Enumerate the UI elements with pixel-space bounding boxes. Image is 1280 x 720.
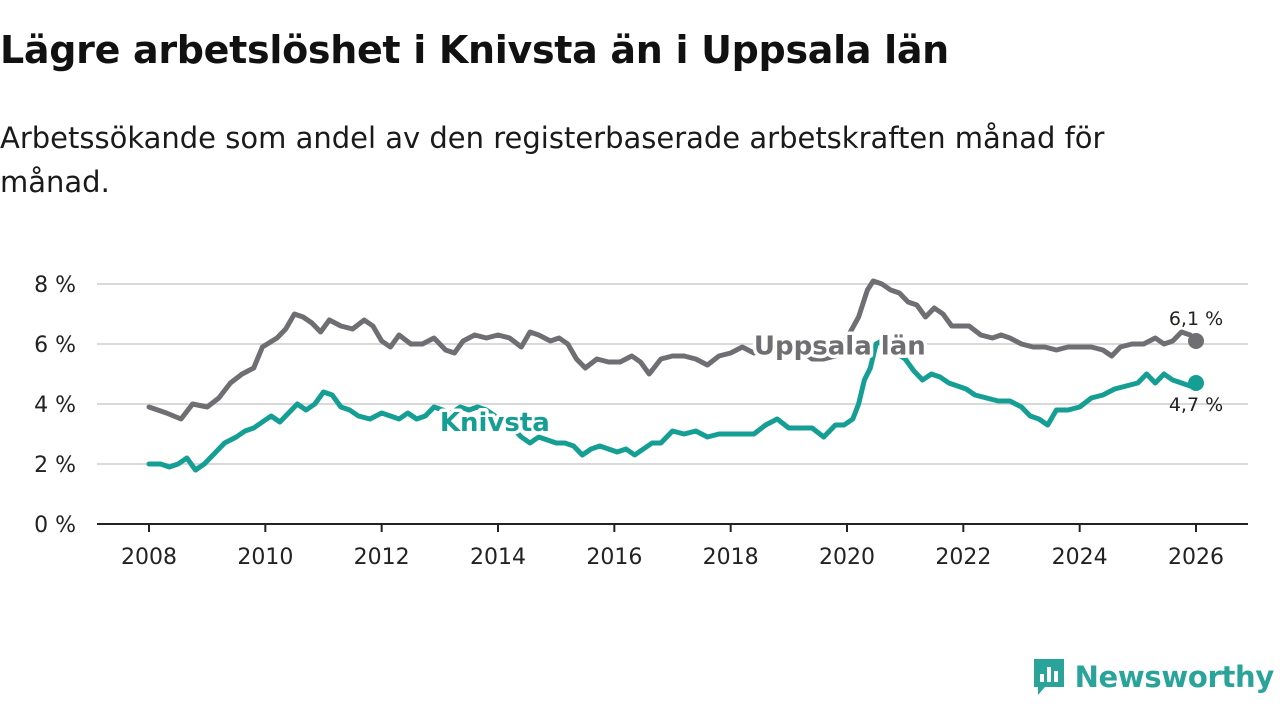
series-labels: 6,1 % 4,7 % Uppsala län Knivsta <box>436 308 1223 442</box>
chart-bubble-icon <box>1033 659 1064 695</box>
y-tick-label: 8 % <box>34 273 76 298</box>
x-tick-label: 2016 <box>586 545 642 570</box>
chart-title: Lägre arbetslöshet i Knivsta än i Uppsal… <box>0 28 949 72</box>
end-point-knivsta <box>1188 375 1204 391</box>
x-tick-label: 2022 <box>935 545 991 570</box>
chart-subtitle: Arbetssökande som andel av den registerb… <box>0 121 1105 199</box>
y-tick-label: 4 % <box>34 393 76 418</box>
end-point-uppsala-l-n <box>1188 333 1204 349</box>
x-tick-label: 2020 <box>819 545 875 570</box>
gridlines <box>97 283 1248 465</box>
x-axis: 2008 2010 2012 2014 2016 2018 2020 2022 2024 2026 <box>97 523 1248 570</box>
end-value-label-uppsala-l-n: 6,1 % <box>1169 308 1223 330</box>
series-label-uppsala-lan: Uppsala län <box>754 332 926 362</box>
x-tick-label: 2024 <box>1052 545 1108 570</box>
newsworthy-logo[interactable]: Newsworthy <box>1031 656 1274 698</box>
end-value-label-knivsta: 4,7 % <box>1169 394 1223 416</box>
x-tick-label: 2026 <box>1168 545 1224 570</box>
y-axis: 0 % 2 % 4 % 6 % 8 % <box>34 273 76 538</box>
series-lines <box>146 278 1204 473</box>
x-tick-label: 2018 <box>703 545 759 570</box>
x-tick-label: 2008 <box>121 545 177 570</box>
x-tick-label: 2010 <box>237 545 293 570</box>
line-chart: 0 % 2 % 4 % 6 % 8 % 2008 2010 2012 2014 2016 2018… <box>34 273 1248 570</box>
y-tick-label: 6 % <box>34 333 76 358</box>
series-line-uppsala-l-n <box>146 278 1199 422</box>
series-label-knivsta: Knivsta <box>440 408 550 438</box>
brand-name: Newsworthy <box>1074 660 1275 694</box>
series-line-knivsta <box>146 338 1199 473</box>
y-tick-label: 0 % <box>34 513 76 538</box>
x-tick-label: 2014 <box>470 545 526 570</box>
x-tick-label: 2012 <box>354 545 410 570</box>
y-tick-label: 2 % <box>34 453 76 478</box>
